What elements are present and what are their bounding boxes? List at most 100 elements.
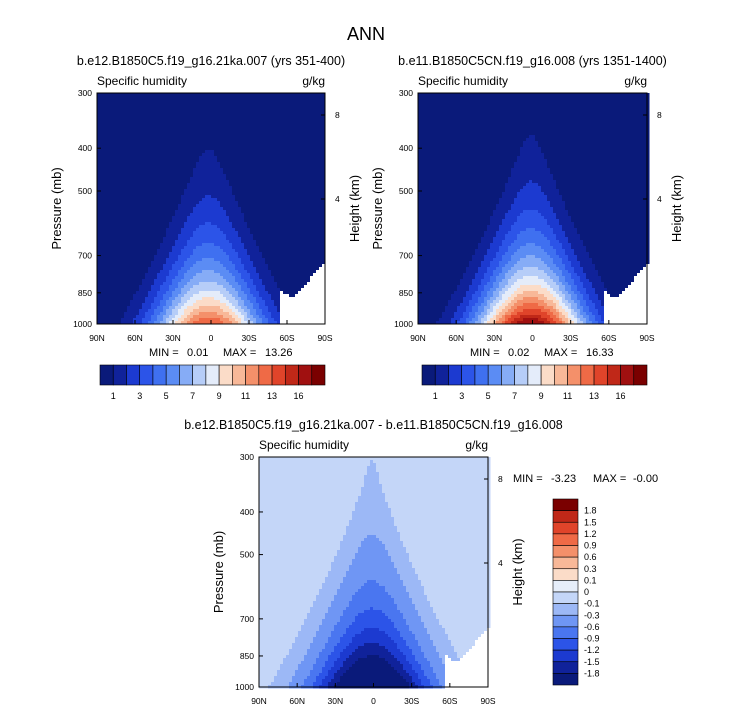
- colorbar-label: 9: [217, 391, 222, 401]
- colorbar-box: [312, 365, 325, 385]
- y-tick-label: 1000: [235, 682, 254, 692]
- colorbar-label: 5: [486, 391, 491, 401]
- subtitle-left: Specific humidity: [259, 438, 349, 452]
- colorbar-label: -1.8: [584, 668, 600, 678]
- colorbar-box: [515, 365, 528, 385]
- right-tick-label: 4: [498, 558, 503, 568]
- colorbar-box: [219, 365, 232, 385]
- colorbar-box: [475, 365, 488, 385]
- max-label: MAX =: [544, 347, 577, 359]
- colorbar-label: 1.5: [584, 517, 597, 527]
- x-tick-label: 90S: [639, 333, 654, 343]
- right-tick-label: 8: [657, 110, 662, 120]
- colorbar-box: [607, 365, 620, 385]
- colorbar-label: 16: [616, 391, 626, 401]
- colorbar-box: [541, 365, 554, 385]
- colorbar-box: [581, 365, 594, 385]
- colorbar-box: [553, 627, 578, 639]
- y-axis-label-right: Height (km): [510, 538, 525, 605]
- x-tick-label: 60N: [289, 696, 305, 706]
- x-tick-label: 60N: [127, 333, 143, 343]
- y-tick-label: 700: [240, 614, 254, 624]
- contour-field: [418, 93, 650, 325]
- units-label: g/kg: [465, 438, 488, 452]
- colorbar-label: 7: [190, 391, 195, 401]
- colorbar-label: 0.9: [584, 541, 597, 551]
- colorbar-box: [126, 365, 139, 385]
- colorbar-box: [193, 365, 206, 385]
- x-tick-label: 0: [530, 333, 535, 343]
- colorbar-box: [553, 615, 578, 627]
- x-tick-label: 90N: [89, 333, 105, 343]
- y-tick-label: 300: [399, 88, 413, 98]
- max-value: 16.33: [586, 347, 614, 359]
- colorbar-box: [259, 365, 272, 385]
- min-label: MIN =: [149, 347, 179, 359]
- colorbar-box: [299, 365, 312, 385]
- right-tick-label: 4: [657, 194, 662, 204]
- colorbar-label: 13: [267, 391, 277, 401]
- y-tick-label: 700: [399, 251, 413, 261]
- max-value: -0.00: [633, 473, 658, 485]
- colorbar-box: [553, 592, 578, 604]
- chart-title: b.e12.B1850C5.f19_g16.21ka.007 (yrs 351-…: [77, 54, 345, 68]
- units-label: g/kg: [302, 74, 325, 88]
- colorbar-box: [553, 604, 578, 616]
- colorbar-box: [153, 365, 166, 385]
- colorbar-box: [528, 365, 541, 385]
- x-tick-label: 30S: [241, 333, 256, 343]
- y-axis-label: Pressure (mb): [370, 167, 385, 249]
- colorbar-box: [100, 365, 113, 385]
- min-value: 0.02: [508, 347, 529, 359]
- y-axis-label: Pressure (mb): [49, 167, 64, 249]
- x-tick-label: 90S: [317, 333, 332, 343]
- colorbar-label: 9: [539, 391, 544, 401]
- colorbar-box: [422, 365, 435, 385]
- colorbar-box: [553, 580, 578, 592]
- colorbar-label: -0.6: [584, 622, 600, 632]
- colorbar-box: [553, 639, 578, 651]
- max-value: 13.26: [265, 347, 293, 359]
- colorbar-label: 0.1: [584, 575, 597, 585]
- colorbar-box: [553, 650, 578, 662]
- panel-1: b.e12.B1850C5.f19_g16.21ka.007 (yrs 351-…: [49, 54, 362, 401]
- y-axis-label: Pressure (mb): [211, 531, 226, 613]
- right-tick-label: 4: [335, 194, 340, 204]
- y-tick-label: 850: [399, 288, 413, 298]
- y-axis-label-right: Height (km): [347, 175, 362, 242]
- x-tick-label: 30S: [404, 696, 419, 706]
- y-tick-label: 1000: [73, 319, 92, 329]
- colorbar-label: 11: [563, 391, 572, 401]
- colorbar-box: [272, 365, 285, 385]
- colorbar-label: 3: [137, 391, 142, 401]
- x-tick-label: 60S: [601, 333, 616, 343]
- y-tick-label: 300: [240, 452, 254, 462]
- colorbar-label: 7: [512, 391, 517, 401]
- x-tick-label: 60S: [279, 333, 294, 343]
- colorbar-box: [553, 673, 578, 685]
- contour-field: [97, 93, 326, 325]
- colorbar-label: 1: [433, 391, 438, 401]
- colorbar-box: [634, 365, 647, 385]
- colorbar-box: [113, 365, 126, 385]
- colorbar-box: [553, 662, 578, 674]
- y-tick-label: 400: [240, 507, 254, 517]
- colorbar-box: [553, 522, 578, 534]
- colorbar-box: [285, 365, 298, 385]
- colorbar-box: [501, 365, 514, 385]
- min-label: MIN =: [513, 473, 543, 485]
- contour-field: [259, 457, 491, 689]
- colorbar-box: [553, 569, 578, 581]
- x-tick-label: 60S: [442, 696, 457, 706]
- colorbar-box: [554, 365, 567, 385]
- colorbar-label: 1: [111, 391, 116, 401]
- y-tick-label: 850: [240, 651, 254, 661]
- colorbar-box: [246, 365, 259, 385]
- colorbar-label: 0.6: [584, 552, 597, 562]
- colorbar-box: [140, 365, 153, 385]
- y-tick-label: 850: [78, 288, 92, 298]
- x-tick-label: 30N: [328, 696, 344, 706]
- colorbar-label: -1.2: [584, 645, 600, 655]
- subtitle-left: Specific humidity: [97, 74, 187, 88]
- colorbar-box: [568, 365, 581, 385]
